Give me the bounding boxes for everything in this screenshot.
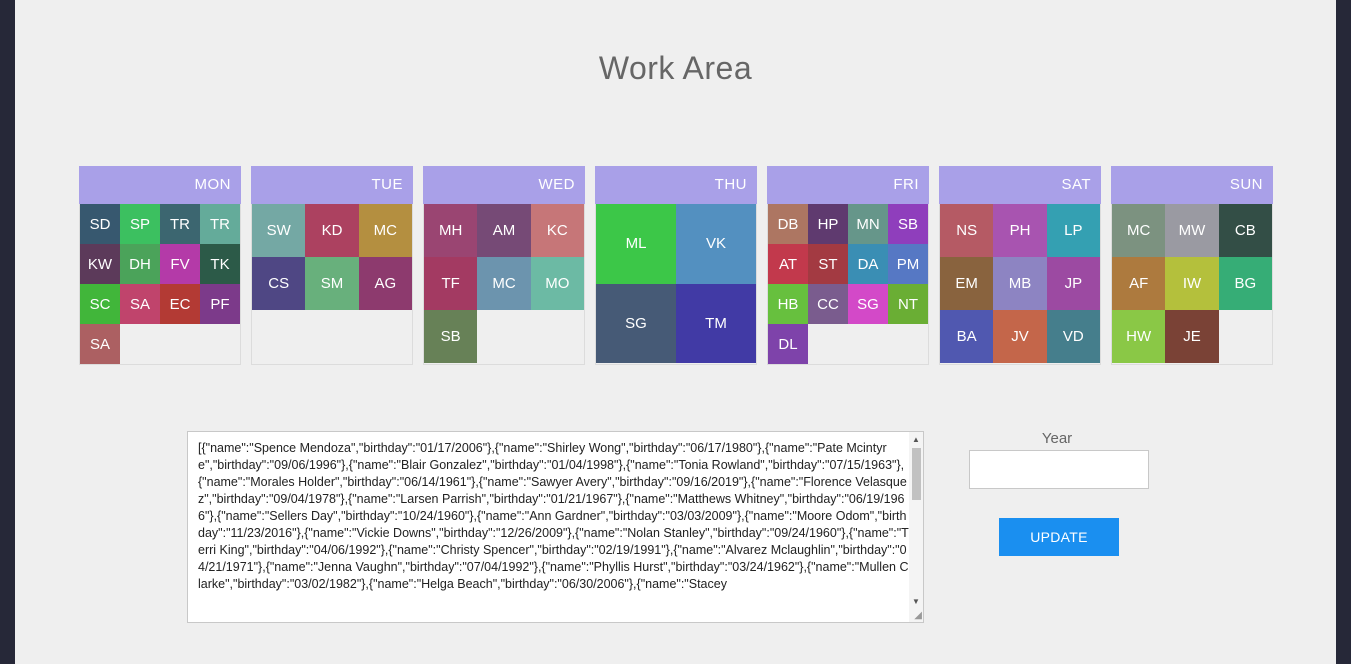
day-header: FRI (767, 166, 929, 204)
person-tile[interactable]: SM (305, 257, 359, 310)
person-tile[interactable]: SB (424, 310, 478, 363)
resize-grip-icon[interactable]: ◢ (914, 610, 922, 621)
scrollbar[interactable]: ▲ ▼ (909, 432, 923, 622)
day-tiles: SW KD MC CS SM AG (251, 204, 413, 365)
person-tile[interactable]: PH (993, 204, 1047, 257)
person-tile[interactable]: TR (200, 204, 240, 244)
day-header: TUE (251, 166, 413, 204)
day-header: THU (595, 166, 757, 204)
person-tile[interactable]: JV (993, 310, 1047, 363)
day-card-fri: FRI DB HP MN SB AT ST DA PM HB CC SG NT DL (767, 166, 929, 366)
person-tile[interactable]: PF (200, 284, 240, 324)
day-header: SAT (939, 166, 1101, 204)
person-tile[interactable]: KC (530, 204, 584, 257)
person-tile[interactable]: KD (305, 204, 359, 257)
person-tile[interactable]: AM (477, 204, 531, 257)
person-tile[interactable]: DB (768, 204, 808, 244)
person-tile[interactable]: KW (80, 244, 120, 284)
person-tile[interactable]: AT (768, 244, 808, 284)
day-tiles: MC MW CB AF IW BG HW JE (1111, 204, 1273, 365)
person-tile[interactable]: NT (888, 284, 928, 324)
person-tile[interactable]: EC (160, 284, 200, 324)
person-tile[interactable]: HB (768, 284, 808, 324)
day-card-sat: SAT NS PH LP EM MB JP BA JV VD (939, 166, 1101, 366)
scroll-up-icon[interactable]: ▲ (912, 435, 920, 444)
person-tile[interactable]: AF (1112, 257, 1166, 310)
person-tile[interactable]: ML (596, 204, 676, 284)
year-input[interactable] (969, 450, 1149, 489)
person-tile[interactable]: HW (1112, 310, 1166, 363)
person-tile[interactable]: PM (888, 244, 928, 284)
person-tile[interactable]: NS (940, 204, 994, 257)
person-tile[interactable]: EM (940, 257, 994, 310)
day-header: WED (423, 166, 585, 204)
person-tile[interactable]: CS (252, 257, 306, 310)
person-tile[interactable]: TK (200, 244, 240, 284)
day-header: MON (79, 166, 241, 204)
person-tile[interactable]: MO (530, 257, 584, 310)
scroll-down-icon[interactable]: ▼ (912, 597, 920, 606)
person-tile[interactable]: SD (80, 204, 120, 244)
person-tile[interactable]: BG (1218, 257, 1272, 310)
day-tiles: DB HP MN SB AT ST DA PM HB CC SG NT DL (767, 204, 929, 365)
person-tile[interactable]: MB (993, 257, 1047, 310)
person-tile[interactable]: FV (160, 244, 200, 284)
person-tile[interactable]: JP (1046, 257, 1100, 310)
person-tile[interactable]: VK (676, 204, 756, 284)
year-label: Year (1041, 430, 1073, 447)
day-header: SUN (1111, 166, 1273, 204)
person-tile[interactable]: SA (120, 284, 160, 324)
day-card-wed: WED MH AM KC TF MC MO SB (423, 166, 585, 366)
person-tile[interactable]: JE (1165, 310, 1219, 363)
person-tile[interactable]: LP (1046, 204, 1100, 257)
json-text: [{"name":"Spence Mendoza","birthday":"01… (198, 441, 909, 591)
person-tile[interactable]: DH (120, 244, 160, 284)
person-tile[interactable]: BA (940, 310, 994, 363)
person-tile[interactable]: SA (80, 324, 120, 364)
day-card-sun: SUN MC MW CB AF IW BG HW JE (1111, 166, 1273, 366)
person-tile[interactable]: IW (1165, 257, 1219, 310)
person-tile[interactable]: MC (477, 257, 531, 310)
day-card-thu: THU ML VK SG TM (595, 166, 757, 366)
day-card-tue: TUE SW KD MC CS SM AG (251, 166, 413, 366)
person-tile[interactable]: SG (848, 284, 888, 324)
person-tile[interactable]: SG (596, 283, 676, 363)
person-tile[interactable]: MC (1112, 204, 1166, 257)
person-tile[interactable]: TF (424, 257, 478, 310)
person-tile[interactable]: AG (358, 257, 412, 310)
person-tile[interactable]: MN (848, 204, 888, 244)
person-tile[interactable]: MH (424, 204, 478, 257)
day-tiles: ML VK SG TM (595, 204, 757, 365)
person-tile[interactable]: SW (252, 204, 306, 257)
work-area: Work Area MON SD SP TR TR KW DH FV TK SC SA EC PF SA T… (15, 0, 1336, 664)
person-tile[interactable]: ST (808, 244, 848, 284)
update-button[interactable]: UPDATE (999, 518, 1119, 556)
person-tile[interactable]: DA (848, 244, 888, 284)
person-tile[interactable]: DL (768, 324, 808, 364)
person-tile[interactable]: VD (1046, 310, 1100, 363)
json-textarea[interactable]: [{"name":"Spence Mendoza","birthday":"01… (187, 431, 924, 623)
person-tile[interactable]: TR (160, 204, 200, 244)
person-tile[interactable]: SP (120, 204, 160, 244)
person-tile[interactable]: SB (888, 204, 928, 244)
person-tile[interactable]: MC (358, 204, 412, 257)
day-tiles: SD SP TR TR KW DH FV TK SC SA EC PF SA (79, 204, 241, 365)
person-tile[interactable]: MW (1165, 204, 1219, 257)
day-tiles: MH AM KC TF MC MO SB (423, 204, 585, 365)
person-tile[interactable]: SC (80, 284, 120, 324)
person-tile[interactable]: CC (808, 284, 848, 324)
day-card-mon: MON SD SP TR TR KW DH FV TK SC SA EC PF SA (79, 166, 241, 366)
person-tile[interactable]: HP (808, 204, 848, 244)
person-tile[interactable]: TM (676, 283, 756, 363)
day-tiles: NS PH LP EM MB JP BA JV VD (939, 204, 1101, 365)
scroll-thumb[interactable] (912, 448, 921, 500)
person-tile[interactable]: CB (1218, 204, 1272, 257)
page-title: Work Area (598, 50, 753, 86)
